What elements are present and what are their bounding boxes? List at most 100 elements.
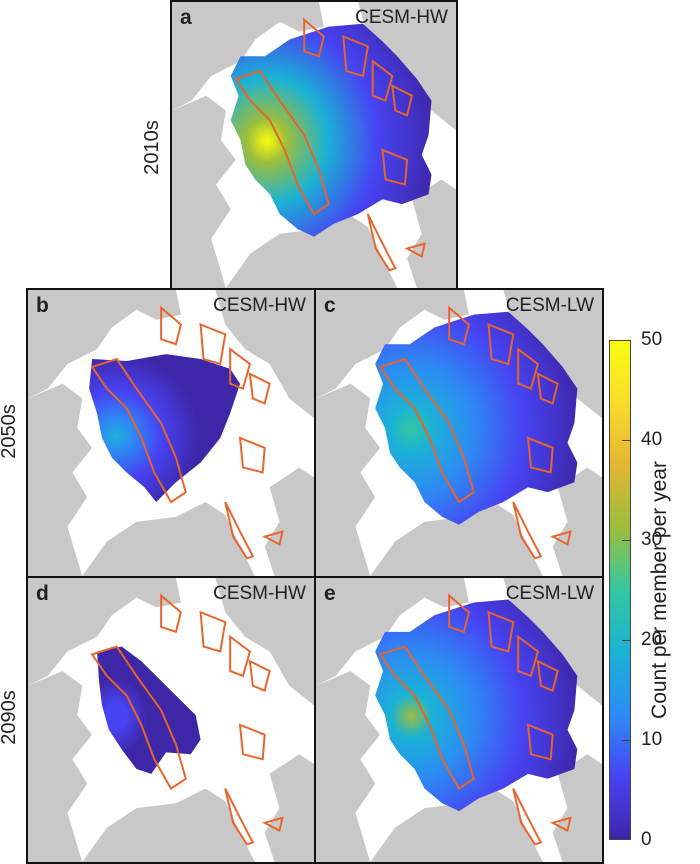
arctic-map-e [316,578,602,862]
land-region [316,578,469,686]
region-outline [517,347,540,390]
region-outline [448,305,470,346]
region-outline [90,645,187,790]
land-region [370,788,543,862]
colorbar-tick-label: 0 [641,829,652,850]
region-outline [512,788,543,846]
land-region [215,578,314,706]
land-region [503,290,602,419]
row-label-2050s: 2050s [0,404,20,459]
panel-letter: c [324,294,336,317]
land-region [47,447,73,468]
colorbar-tick-mark [622,740,631,741]
region-outline [199,610,227,653]
land-region [552,754,602,862]
region-outline [448,593,470,634]
region-outline [248,372,271,405]
map-panel-b: b CESM-HW [26,288,316,578]
panel-letter: d [36,582,49,605]
region-outline [366,213,397,272]
region-outline [381,148,409,186]
sea-ice-density [89,354,241,503]
colorbar [609,340,631,840]
panel-letter: e [324,582,336,605]
colorbar-tick-label: 10 [641,729,663,750]
region-outline [238,436,266,474]
region-outline [536,659,559,692]
land-region [503,578,602,706]
region-outline [378,357,475,504]
map-panel-a: a CESM-HW [170,0,458,290]
map-panel-e: e CESM-LW [314,576,604,864]
sea-ice-density [230,23,432,237]
land-region [191,159,217,180]
region-outline [378,645,475,790]
region-outline [536,372,559,405]
colorbar-tick-label: 50 [641,329,663,350]
region-outline [262,816,284,833]
land-region [316,290,469,399]
land-region [316,383,381,576]
region-outline [303,17,325,58]
land-region [172,2,324,111]
region-outline [526,723,554,761]
region-outline [404,242,426,258]
region-outline [90,357,187,504]
land-region [370,502,543,576]
land-region [82,502,255,576]
region-outline [526,436,554,474]
colorbar-tick-mark [622,540,631,541]
colorbar-tick-label: 30 [641,529,663,550]
region-outline [229,347,252,390]
land-region [28,671,93,862]
region-outline [487,323,515,366]
colorbar-label: Count per member per year [647,461,671,719]
land-region [264,467,314,576]
sea-ice-density [97,646,201,774]
region-outline [248,659,271,692]
arctic-map-d [28,578,314,862]
region-outline [160,305,182,346]
map-panel-c: c CESM-LW [314,288,604,578]
panel-model-label: CESM-HW [213,583,306,604]
land-region [407,179,456,288]
colorbar-tick-label: 40 [641,429,663,450]
region-outline [229,634,252,678]
arctic-map-c [316,290,602,576]
land-region [28,290,181,399]
region-outline [224,501,255,560]
panel-model-label: CESM-HW [355,7,448,28]
row-label-2090s: 2090s [0,690,20,745]
region-outline [199,323,227,366]
land-region [264,754,314,862]
land-region [552,467,602,576]
panel-model-label: CESM-LW [505,583,594,604]
colorbar-tick-mark [622,640,631,641]
colorbar-tick-label: 20 [641,629,663,650]
row-label-2010s: 2010s [140,120,163,175]
sea-ice-density [375,599,578,812]
panel-letter: b [36,294,49,317]
panel-model-label: CESM-LW [505,295,594,316]
region-outline [550,530,572,546]
land-region [358,2,456,131]
region-outline [160,593,182,634]
land-region [47,734,73,755]
land-region [335,734,361,755]
panel-model-label: CESM-HW [213,295,306,316]
arctic-map-b [28,290,314,576]
land-region [28,578,181,686]
land-region [82,788,255,862]
colorbar-tick-mark [622,440,631,441]
region-outline [342,35,369,78]
sea-ice-density [375,311,578,525]
land-region [335,447,361,468]
region-outline [391,84,414,117]
land-region [172,95,236,288]
land-region [225,214,398,288]
region-outline [517,634,540,678]
arctic-map-a [172,2,456,288]
map-panel-d: d CESM-HW [26,576,316,864]
region-outline [224,788,255,846]
region-outline [512,501,543,560]
